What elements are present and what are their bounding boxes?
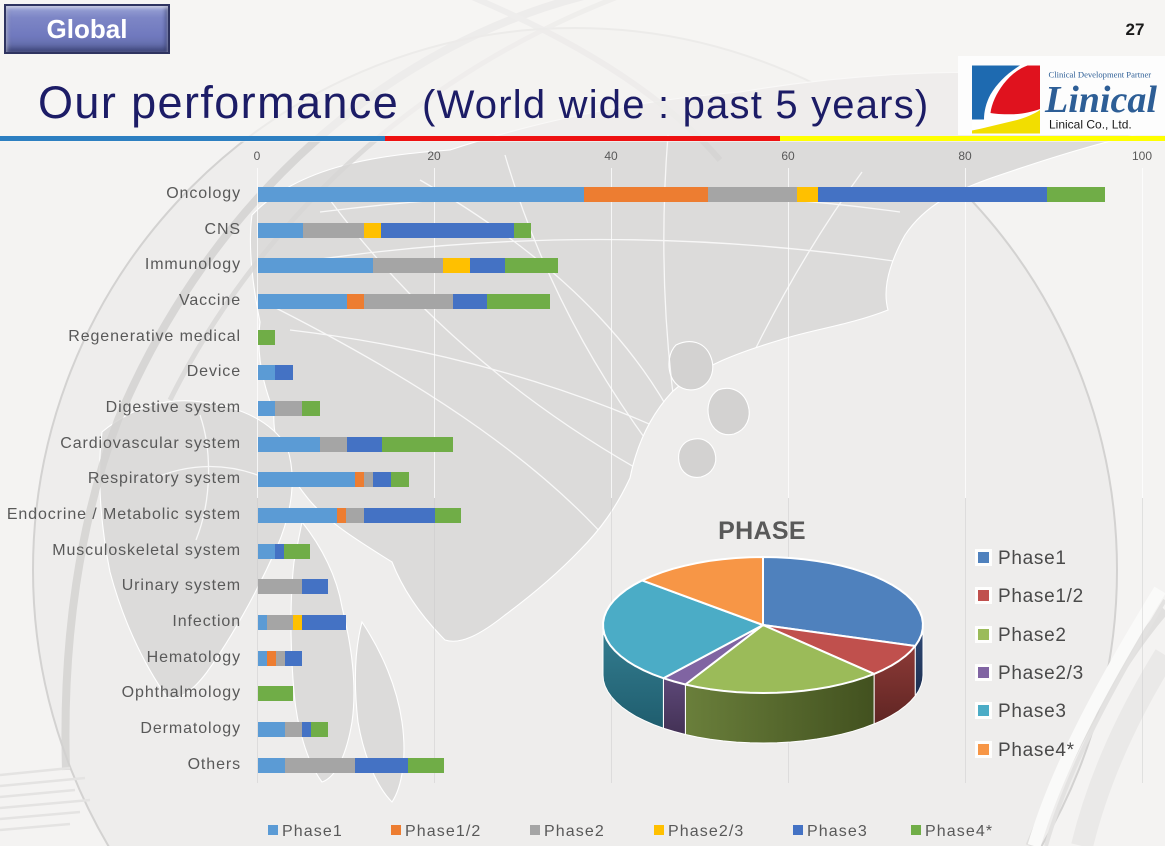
svg-text:Clinical Development Partner: Clinical Development Partner <box>1049 70 1152 80</box>
svg-text:Linical Co., Ltd.: Linical Co., Ltd. <box>1049 118 1132 132</box>
svg-text:Linical: Linical <box>1044 79 1157 121</box>
